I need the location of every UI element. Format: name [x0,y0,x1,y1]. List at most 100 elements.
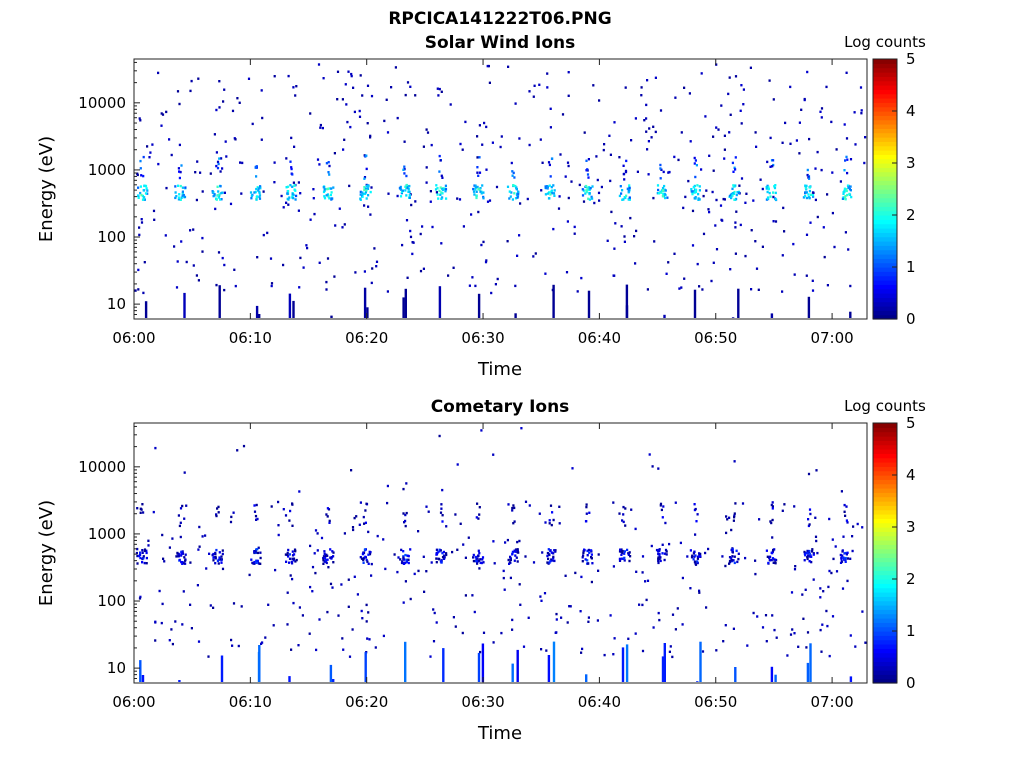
count-pixel [586,559,589,562]
count-pixel [221,567,225,571]
count-pixel [213,133,216,136]
count-pixel [404,519,407,523]
count-pixel [181,561,184,564]
count-pixel [363,176,367,179]
count-pixel [256,551,260,555]
colorbar-segment [873,163,897,168]
x-axis-label: Time [477,359,522,380]
count-pixel [623,550,626,553]
count-pixel [707,547,710,551]
count-pixel [439,560,442,563]
count-pixel [844,514,847,517]
count-pixel [822,226,825,229]
count-pixel [730,559,733,562]
count-pixel [793,568,797,571]
count-pixel [233,268,236,271]
count-pixel [731,161,734,165]
panel-title: Cometary Ions [431,397,570,417]
count-pixel [540,648,543,651]
colorbar-segment [873,579,897,584]
count-pixel [851,549,854,553]
count-pixel [139,556,142,560]
count-pixel [171,537,174,540]
count-pixel [506,185,510,188]
count-pixel [250,197,253,200]
count-pixel [705,606,708,609]
count-pixel [318,618,321,621]
count-pixel [178,143,181,147]
count-pixel [773,628,776,632]
colorbar-segment [873,449,897,454]
count-pixel [842,192,845,195]
count-pixel [185,504,188,507]
count-pixel [291,557,294,560]
count-pixel [480,561,483,565]
count-pixel [328,197,331,200]
count-pixel [693,156,696,160]
count-pixel [137,554,141,558]
count-pixel [409,85,412,88]
count-pixel [475,196,478,200]
count-pixel [696,557,699,560]
count-pixel [696,262,699,266]
count-pixel [808,189,811,193]
count-pixel [585,503,588,506]
count-pixel [404,524,407,528]
count-pixel [239,161,242,164]
count-pixel [181,552,185,555]
low-energy-streak [258,314,261,318]
count-pixel [626,548,629,552]
count-pixel [487,64,490,68]
count-pixel [492,641,495,644]
count-pixel [437,197,440,200]
count-pixel [402,168,405,171]
count-pixel [581,560,584,563]
count-pixel [811,279,814,282]
count-pixel [513,506,516,510]
count-pixel [622,172,625,176]
count-pixel [407,558,410,561]
count-pixel [802,196,805,199]
count-pixel [620,225,623,228]
count-pixel [363,270,366,273]
count-pixel [628,551,631,554]
colorbar-label: Log counts [844,397,926,415]
count-pixel [221,552,224,556]
count-pixel [582,200,586,203]
count-pixel [408,184,411,188]
colorbar-segment [873,76,897,82]
count-pixel [618,194,621,198]
count-pixel [220,198,223,201]
count-pixel [479,187,482,190]
low-energy-streak [734,667,737,682]
count-pixel [345,103,348,106]
count-pixel [664,548,668,552]
count-pixel [772,195,775,199]
count-pixel [671,655,674,659]
count-pixel [215,164,218,168]
count-pixel [299,256,302,260]
colorbar-segment [873,466,897,472]
count-pixel [735,193,738,197]
count-pixel [808,177,811,180]
count-pixel [456,197,459,200]
count-pixel [441,196,444,199]
count-pixel [698,189,701,192]
count-pixel [844,560,847,563]
count-pixel [470,213,473,216]
count-pixel [139,167,142,170]
count-pixel [552,555,555,559]
count-pixel [365,184,368,188]
colorbar-segment [873,89,897,95]
count-pixel [550,551,553,554]
count-pixel [767,185,770,189]
count-pixel [568,605,571,608]
count-pixel [846,557,849,560]
count-pixel [286,553,289,556]
count-pixel [255,561,258,564]
count-pixel [441,514,444,517]
count-pixel [587,176,590,179]
count-pixel [587,197,590,200]
count-pixel [513,520,516,523]
count-pixel [645,117,648,120]
